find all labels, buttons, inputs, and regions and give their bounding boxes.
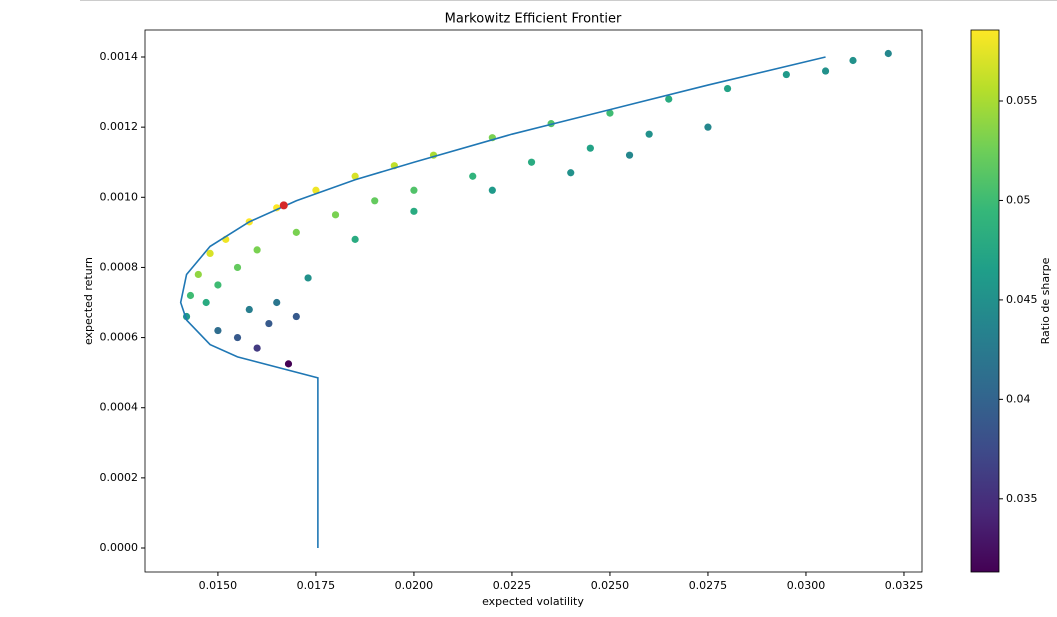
colorbar-tick-label: 0.035 xyxy=(1006,492,1038,505)
portfolio-point xyxy=(253,344,261,352)
portfolio-point xyxy=(723,84,732,93)
portfolio-point xyxy=(645,130,653,138)
y-axis-label: expected return xyxy=(82,257,95,345)
frontier-line xyxy=(179,56,826,549)
portfolio-point xyxy=(253,246,261,254)
portfolio-point xyxy=(304,274,312,282)
y-tick-label: 0.0002 xyxy=(100,471,139,484)
y-tick-label: 0.0014 xyxy=(100,50,139,63)
portfolio-point xyxy=(312,186,320,194)
portfolio-point xyxy=(245,305,253,314)
portfolio-point xyxy=(625,151,634,159)
x-tick-label: 0.0225 xyxy=(493,579,532,592)
x-tick-label: 0.0325 xyxy=(885,579,924,592)
portfolio-point xyxy=(849,56,857,65)
portfolio-point xyxy=(351,172,359,180)
colorbar-tick-label: 0.04 xyxy=(1006,392,1031,405)
portfolio-point xyxy=(194,270,202,279)
x-tick-label: 0.0200 xyxy=(395,579,434,592)
portfolio-point xyxy=(488,186,496,194)
y-tick-label: 0.0006 xyxy=(100,331,139,344)
colorbar-tick-label: 0.055 xyxy=(1006,94,1038,107)
portfolio-point xyxy=(292,228,300,236)
portfolio-point xyxy=(782,70,790,79)
portfolio-point xyxy=(351,235,359,243)
portfolio-point xyxy=(206,249,214,258)
colorbar-tick-label: 0.05 xyxy=(1006,193,1031,206)
y-tick-label: 0.0010 xyxy=(100,190,139,203)
y-tick-label: 0.0008 xyxy=(100,260,139,273)
portfolio-point xyxy=(214,281,222,289)
y-tick-label: 0.0004 xyxy=(100,401,139,414)
x-tick-label: 0.0275 xyxy=(689,579,728,592)
portfolio-point xyxy=(284,360,293,368)
portfolio-point xyxy=(704,123,712,131)
colorbar-label: Ratio de sharpe xyxy=(1039,257,1052,344)
chart-title: Markowitz Efficient Frontier xyxy=(445,12,622,27)
portfolio-point xyxy=(233,333,242,342)
portfolio-point xyxy=(586,144,594,152)
portfolio-point xyxy=(292,312,300,321)
portfolio-point xyxy=(527,158,536,166)
portfolio-point xyxy=(410,186,418,194)
portfolio-point xyxy=(233,263,242,272)
portfolio-point xyxy=(265,319,273,328)
y-tick-label: 0.0000 xyxy=(100,541,139,554)
portfolio-point xyxy=(202,298,210,307)
colorbar-tick-label: 0.045 xyxy=(1006,293,1038,306)
plot-area xyxy=(144,29,923,573)
portfolio-point xyxy=(273,298,281,307)
portfolio-point xyxy=(186,291,195,300)
portfolio-point xyxy=(665,95,673,103)
portfolio-point xyxy=(371,197,379,205)
portfolio-point xyxy=(567,169,575,177)
portfolio-point xyxy=(469,172,477,180)
portfolio-point xyxy=(331,211,340,219)
x-tick-label: 0.0250 xyxy=(591,579,630,592)
x-tick-label: 0.0150 xyxy=(199,579,238,592)
x-tick-label: 0.0175 xyxy=(297,579,336,592)
x-tick-label: 0.0300 xyxy=(787,579,826,592)
portfolio-point xyxy=(606,109,614,117)
y-tick-label: 0.0012 xyxy=(100,120,139,133)
portfolio-point xyxy=(884,49,892,58)
x-axis-label: expected volatility xyxy=(482,595,584,608)
portfolio-point xyxy=(821,67,830,75)
portfolio-point xyxy=(214,326,222,335)
portfolio-point xyxy=(410,207,418,215)
colorbar xyxy=(970,29,1000,573)
max-sharpe-point xyxy=(279,201,288,210)
